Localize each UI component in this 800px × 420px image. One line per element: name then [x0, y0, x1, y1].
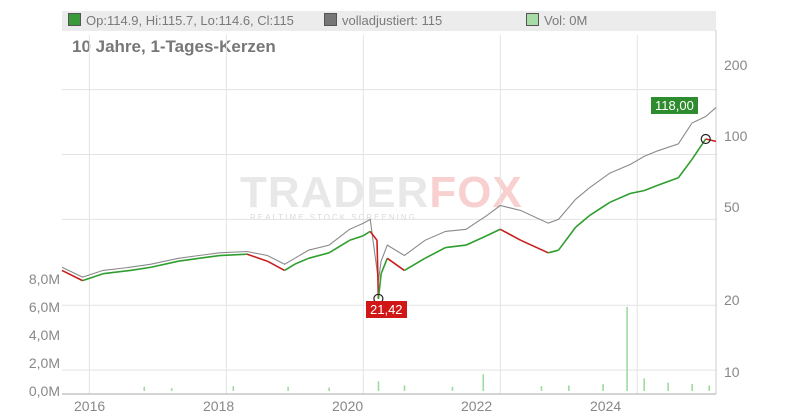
price-segment [404, 257, 426, 272]
price-segment [219, 253, 247, 257]
price-segment [294, 257, 309, 265]
watermark-brand-b: FOX [429, 168, 523, 217]
volume-bar [626, 307, 628, 391]
price-segment [246, 253, 268, 262]
vol-tick-0: 0,0M [28, 383, 60, 399]
volume-bar [232, 386, 235, 391]
price-segment [308, 252, 330, 260]
volume-bar [143, 386, 146, 391]
price-segment [677, 158, 693, 179]
price-segment [465, 235, 487, 246]
legend-ohlc: Op:114.9, Hi:115.7, Lo:114.6, Cl:115 [68, 13, 294, 28]
price-segment [369, 230, 378, 241]
legend-bar: Op:114.9, Hi:115.7, Lo:114.6, Cl:115 vol… [62, 11, 716, 31]
watermark-logo: TRADERFOX [240, 168, 523, 218]
price-segment [499, 228, 522, 242]
price-segment [520, 239, 549, 254]
series-lines [61, 107, 717, 299]
price-segment [548, 249, 559, 254]
price-segment [178, 257, 200, 262]
y-tick-10: 10 [724, 364, 740, 380]
price-segment [705, 138, 717, 143]
price-segment [267, 260, 285, 272]
chart-subtitle: 10 Jahre, 1-Tages-Kerzen [72, 37, 276, 56]
y-tick-200: 200 [724, 57, 748, 73]
price-segment [380, 258, 389, 275]
x-tick-2024: 2024 [590, 398, 622, 414]
legend-volume: Vol: 0M [526, 13, 587, 28]
volume-bar [667, 382, 669, 391]
watermark-brand-a: TRADER [240, 168, 430, 217]
volume-bar [482, 374, 485, 391]
volume-bar [643, 378, 645, 391]
volume-bars [143, 307, 711, 391]
legend-adjusted-swatch [324, 13, 337, 26]
price-segment [486, 228, 501, 237]
price-segment [424, 246, 446, 260]
vol-tick-2: 2,0M [28, 355, 60, 371]
price-segment [150, 260, 179, 269]
vol-tick-4: 4,0M [28, 327, 60, 343]
price-segment [349, 234, 364, 242]
legend-ohlc-swatch [68, 13, 81, 26]
price-segment [82, 272, 104, 282]
legend-volume-swatch [526, 13, 539, 26]
volume-bar [451, 386, 454, 391]
x-tick-2022: 2022 [461, 398, 493, 414]
volume-bar [708, 385, 711, 391]
price-segment [102, 269, 131, 275]
volume-bar [540, 386, 543, 391]
legend-volume-text: Vol: 0M [544, 13, 588, 28]
price-segment [328, 239, 351, 254]
x-tick-2018: 2018 [203, 398, 235, 414]
price-segment [691, 138, 707, 160]
price-segment [445, 244, 467, 249]
price-segment [362, 230, 371, 237]
volume-bar [568, 385, 570, 391]
legend-ohlc-text: Op:114.9, Hi:115.7, Lo:114.6, Cl:115 [86, 13, 294, 28]
price-segment [643, 184, 659, 192]
y-tick-50: 50 [724, 199, 740, 215]
price-segment [588, 201, 611, 217]
volume-bar [377, 381, 380, 391]
price-segment [130, 266, 152, 272]
y-tick-100: 100 [724, 128, 748, 144]
legend-adjusted-text: volladjustiert: 115 [342, 13, 443, 28]
extreme-marker [700, 133, 711, 145]
volume-bar [602, 384, 604, 391]
price-segment [609, 192, 631, 204]
price-segment [284, 263, 296, 272]
x-tick-2016: 2016 [74, 398, 106, 414]
price-segment [630, 189, 645, 195]
volume-bar [403, 385, 406, 391]
vol-tick-6: 6,0M [28, 299, 60, 315]
y-tick-20: 20 [724, 292, 740, 308]
extreme-markers [373, 133, 711, 304]
price-segment [557, 226, 577, 251]
volume-bar [328, 387, 330, 391]
price-segment [198, 254, 220, 260]
legend-adjusted: volladjustiert: 115 [324, 13, 442, 28]
vol-tick-8: 8,0M [28, 271, 60, 287]
volume-bar [691, 384, 693, 391]
price-segment [61, 269, 83, 282]
adjusted-line [61, 107, 717, 281]
x-tick-2020: 2020 [332, 398, 364, 414]
low-price-badge: 21,42 [366, 301, 407, 318]
high-price-badge: 118,00 [651, 97, 698, 114]
watermark-tagline: REALTIME STOCK SCREENING [250, 213, 417, 222]
price-segment [386, 257, 405, 272]
volume-bar [170, 388, 173, 391]
price-segment [376, 240, 380, 299]
price-segment [657, 177, 679, 187]
price-segment [575, 215, 590, 228]
volume-bar [287, 386, 289, 391]
grid-lines [62, 30, 717, 394]
